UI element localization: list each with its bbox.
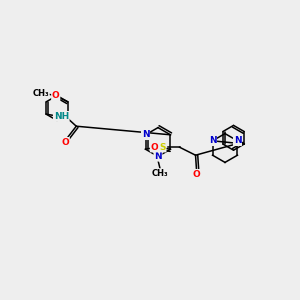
Text: CH₃: CH₃ [152,169,168,178]
Text: O: O [52,91,60,100]
Text: N: N [234,136,241,145]
Text: N: N [154,152,162,161]
Text: O: O [193,170,200,179]
Text: O: O [151,143,158,152]
Text: NH: NH [54,112,69,121]
Text: N: N [209,136,216,145]
Text: N: N [142,130,149,139]
Text: CH₃: CH₃ [32,89,49,98]
Text: S: S [159,143,166,152]
Text: O: O [61,138,69,147]
